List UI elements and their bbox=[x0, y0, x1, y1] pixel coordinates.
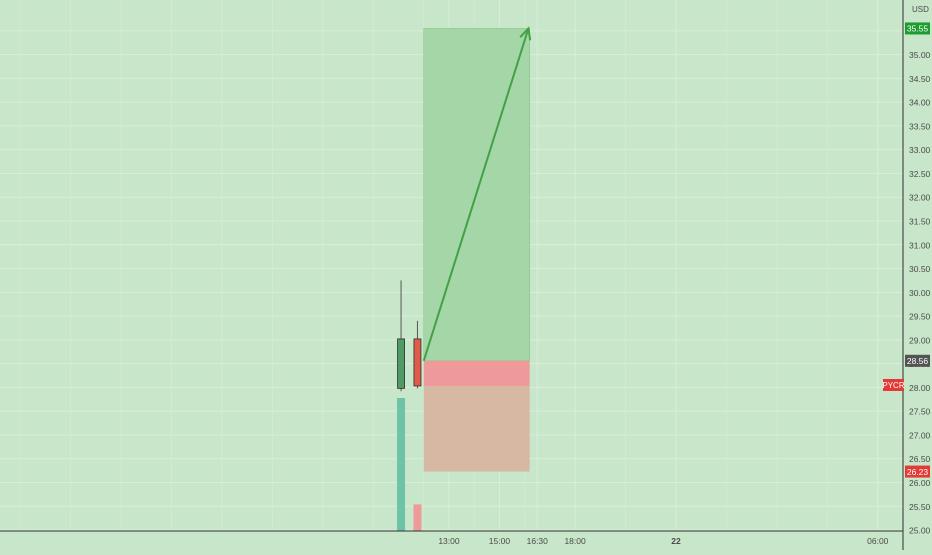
y-tick-label: 35.00 bbox=[909, 50, 931, 60]
candle-body[interactable] bbox=[413, 338, 422, 387]
x-tick-label: 13:00 bbox=[438, 536, 460, 546]
candle-body[interactable] bbox=[397, 338, 405, 389]
y-tick-label: 26.50 bbox=[909, 454, 931, 464]
y-tick-label: 25.00 bbox=[909, 526, 931, 536]
y-tick-label: 33.50 bbox=[909, 121, 931, 131]
projection-arrow-head bbox=[519, 26, 532, 41]
y-tick-label: 31.50 bbox=[909, 217, 931, 227]
price-badge-price bbox=[905, 354, 930, 367]
price-badge-label: 35.55 bbox=[907, 24, 929, 34]
y-tick-label: 34.50 bbox=[909, 74, 931, 84]
currency-label: USD bbox=[912, 5, 929, 14]
price-badge-label: 26.23 bbox=[907, 467, 929, 477]
y-tick-label: 27.50 bbox=[909, 407, 931, 417]
x-tick-label: 06:00 bbox=[867, 536, 889, 546]
x-tick-label: 16:30 bbox=[527, 536, 549, 546]
y-tick-label: 32.00 bbox=[909, 193, 931, 203]
volume-bar bbox=[413, 504, 422, 531]
price-badge-label: 28.56 bbox=[907, 356, 929, 366]
y-tick-label: 32.50 bbox=[909, 169, 931, 179]
y-tick-label: 28.00 bbox=[909, 383, 931, 393]
stop-zone-active[interactable] bbox=[423, 360, 530, 386]
symbol-badge[interactable] bbox=[883, 378, 904, 391]
stop-zone-remaining[interactable] bbox=[423, 385, 530, 472]
projection-arrow-line[interactable] bbox=[422, 28, 530, 362]
y-tick-label: 29.00 bbox=[909, 335, 931, 345]
y-tick-label: 31.00 bbox=[909, 240, 931, 250]
x-tick-label: 18:00 bbox=[564, 536, 586, 546]
y-tick-label: 30.00 bbox=[909, 288, 931, 298]
y-tick-label: 27.00 bbox=[909, 430, 931, 440]
price-badge-stop bbox=[905, 465, 930, 478]
x-tick-label: 15:00 bbox=[489, 536, 511, 546]
volume-bar bbox=[397, 398, 406, 531]
y-tick-label: 30.50 bbox=[909, 264, 931, 274]
y-tick-label: 33.00 bbox=[909, 145, 931, 155]
x-tick-label: 22 bbox=[671, 536, 681, 546]
y-tick-label: 26.00 bbox=[909, 478, 931, 488]
symbol-badge-label: PYCR bbox=[882, 381, 904, 390]
y-tick-label: 25.50 bbox=[909, 502, 931, 512]
y-tick-label: 34.00 bbox=[909, 98, 931, 108]
price-badge-target bbox=[905, 22, 930, 35]
y-tick-label: 29.50 bbox=[909, 312, 931, 322]
